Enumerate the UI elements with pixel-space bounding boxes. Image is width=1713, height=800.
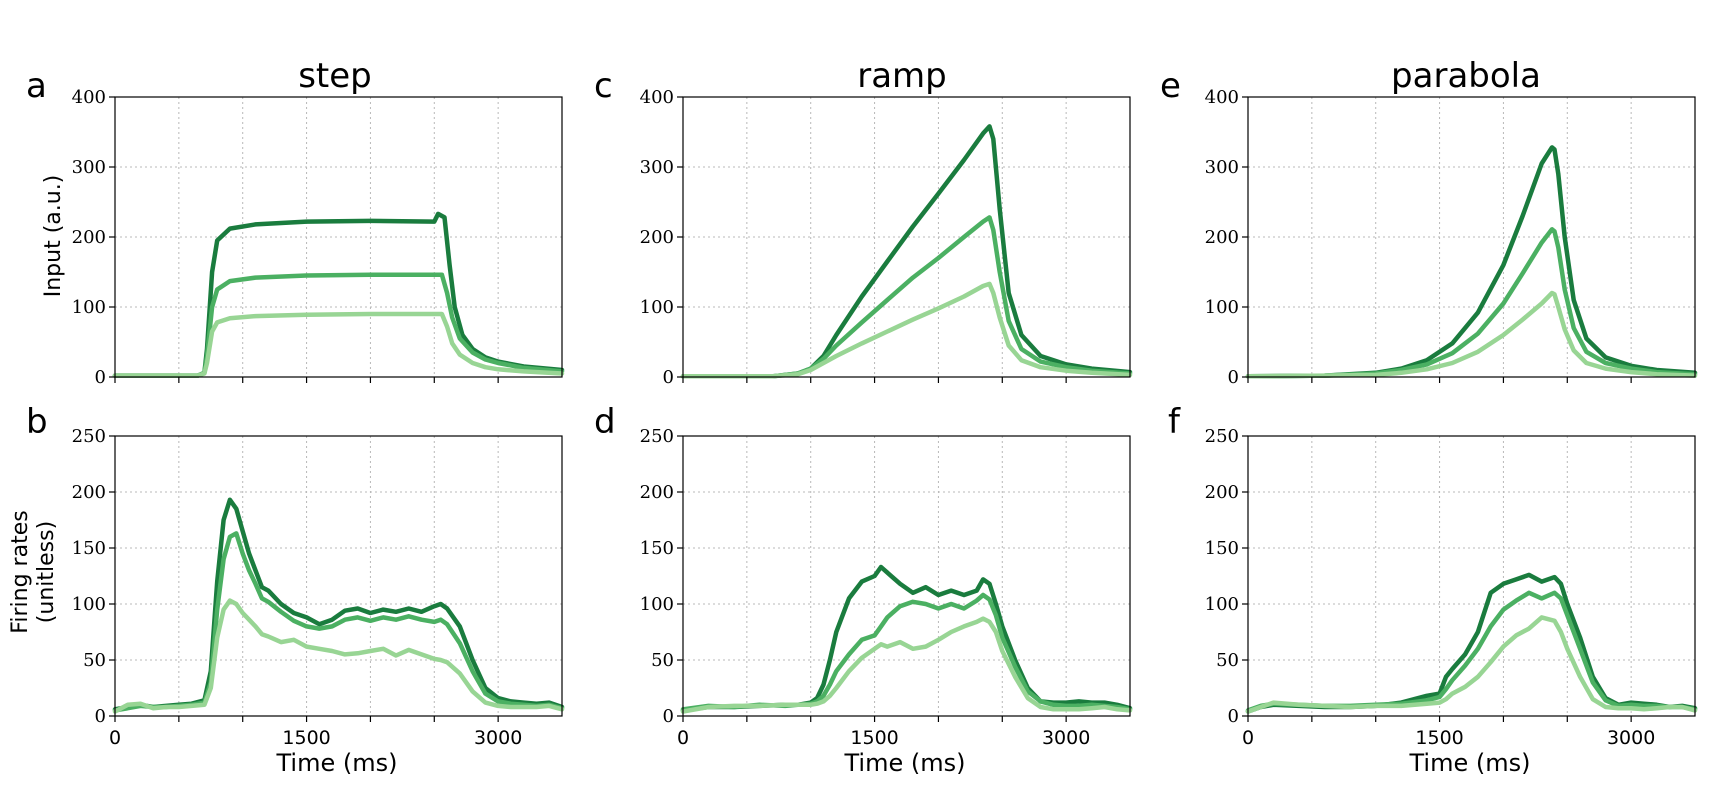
y-tick-label: 50 bbox=[651, 650, 674, 671]
y-tick-label: 50 bbox=[1216, 650, 1239, 671]
y-tick-label: 50 bbox=[83, 650, 106, 671]
series-line-medium bbox=[680, 215, 1133, 379]
panel-f: 0 50 100 150 200 250 0 1500 3000 bbox=[1205, 426, 1698, 749]
ylabel-input: Input (a.u.) bbox=[41, 175, 66, 298]
x-tick-label: 1500 bbox=[282, 727, 330, 749]
panel-letter-b: b bbox=[26, 402, 48, 442]
xlabel-left: Time (ms) bbox=[276, 749, 398, 777]
panel-a: 0 100 200 300 400 bbox=[72, 87, 565, 388]
y-tick-label: 250 bbox=[640, 426, 674, 447]
panel-letter-c: c bbox=[594, 66, 613, 106]
panel-c: 0 100 200 300 400 bbox=[640, 87, 1133, 388]
y-tick-label: 200 bbox=[1205, 482, 1239, 503]
series-line-medium bbox=[680, 592, 1133, 712]
panel-letter-f: f bbox=[1168, 402, 1181, 442]
y-tick-label: 100 bbox=[1205, 297, 1239, 318]
y-tick-label: 200 bbox=[1205, 227, 1239, 248]
axes-frame bbox=[114, 435, 563, 717]
series-line-light bbox=[680, 281, 1133, 379]
y-tick-label: 250 bbox=[1205, 426, 1239, 447]
y-tick-label: 0 bbox=[95, 367, 106, 388]
series-line-dark bbox=[680, 124, 1133, 379]
series-line-medium bbox=[112, 272, 565, 378]
y-tick-label: 200 bbox=[72, 482, 106, 503]
x-tick-label: 3000 bbox=[1607, 727, 1655, 749]
ylabel-firing-rates-line2: (unitless) bbox=[34, 521, 59, 623]
xlabel-middle: Time (ms) bbox=[844, 749, 966, 777]
panel-d: 0 50 100 150 200 250 0 1500 3000 bbox=[640, 426, 1133, 749]
y-tick-label: 150 bbox=[72, 538, 106, 559]
series-line-light bbox=[680, 616, 1133, 714]
y-tick-label: 400 bbox=[72, 87, 106, 108]
xlabel-right: Time (ms) bbox=[1409, 749, 1531, 777]
series-line-light bbox=[1245, 615, 1698, 714]
y-tick-label: 300 bbox=[640, 157, 674, 178]
x-tick-label: 3000 bbox=[474, 727, 522, 749]
y-tick-label: 400 bbox=[640, 87, 674, 108]
ylabel-firing-rates-line1: Firing rates bbox=[8, 510, 33, 633]
axes-frame bbox=[1247, 435, 1696, 717]
y-tick-label: 200 bbox=[640, 482, 674, 503]
axes-frame bbox=[114, 96, 563, 378]
series-line-dark bbox=[1245, 572, 1698, 714]
y-tick-label: 100 bbox=[640, 297, 674, 318]
panel-e: 0 100 200 300 400 bbox=[1205, 87, 1698, 388]
series-line-dark bbox=[680, 564, 1133, 713]
y-tick-label: 300 bbox=[72, 157, 106, 178]
x-tick-label: 3000 bbox=[1042, 727, 1090, 749]
y-tick-label: 0 bbox=[663, 367, 674, 388]
y-tick-label: 100 bbox=[72, 594, 106, 615]
series-line-light bbox=[112, 598, 565, 714]
x-tick-label: 0 bbox=[1242, 727, 1254, 749]
y-tick-label: 0 bbox=[663, 706, 674, 727]
y-tick-label: 100 bbox=[1205, 594, 1239, 615]
title-parabola: parabola bbox=[1391, 56, 1541, 96]
x-tick-label: 0 bbox=[109, 727, 121, 749]
y-tick-label: 0 bbox=[1228, 706, 1239, 727]
y-tick-label: 150 bbox=[640, 538, 674, 559]
axes-frame bbox=[1247, 96, 1696, 378]
y-tick-label: 0 bbox=[95, 706, 106, 727]
y-tick-label: 100 bbox=[640, 594, 674, 615]
y-tick-label: 300 bbox=[1205, 157, 1239, 178]
series-line-light bbox=[112, 311, 565, 378]
y-tick-label: 400 bbox=[1205, 87, 1239, 108]
title-ramp: ramp bbox=[857, 56, 947, 96]
series-line-medium bbox=[1245, 590, 1698, 713]
y-tick-label: 250 bbox=[72, 426, 106, 447]
series-line-dark bbox=[112, 497, 565, 712]
y-tick-label: 200 bbox=[640, 227, 674, 248]
y-tick-label: 0 bbox=[1228, 367, 1239, 388]
x-tick-label: 1500 bbox=[850, 727, 898, 749]
x-tick-label: 0 bbox=[677, 727, 689, 749]
x-tick-label: 1500 bbox=[1415, 727, 1463, 749]
y-tick-label: 100 bbox=[72, 297, 106, 318]
axes-frame bbox=[682, 435, 1131, 717]
series-line-light bbox=[1245, 290, 1698, 379]
y-tick-label: 200 bbox=[72, 227, 106, 248]
series-line-medium bbox=[1245, 227, 1698, 379]
title-step: step bbox=[298, 56, 372, 96]
panel-letter-a: a bbox=[26, 66, 47, 106]
series-line-medium bbox=[112, 531, 565, 713]
panel-b: 0 50 100 150 200 250 0 1500 3000 bbox=[72, 426, 565, 749]
y-tick-label: 150 bbox=[1205, 538, 1239, 559]
series-line-dark bbox=[1245, 145, 1698, 379]
panel-letter-d: d bbox=[594, 402, 616, 442]
panel-letter-e: e bbox=[1160, 66, 1181, 106]
series-line-dark bbox=[112, 211, 565, 378]
